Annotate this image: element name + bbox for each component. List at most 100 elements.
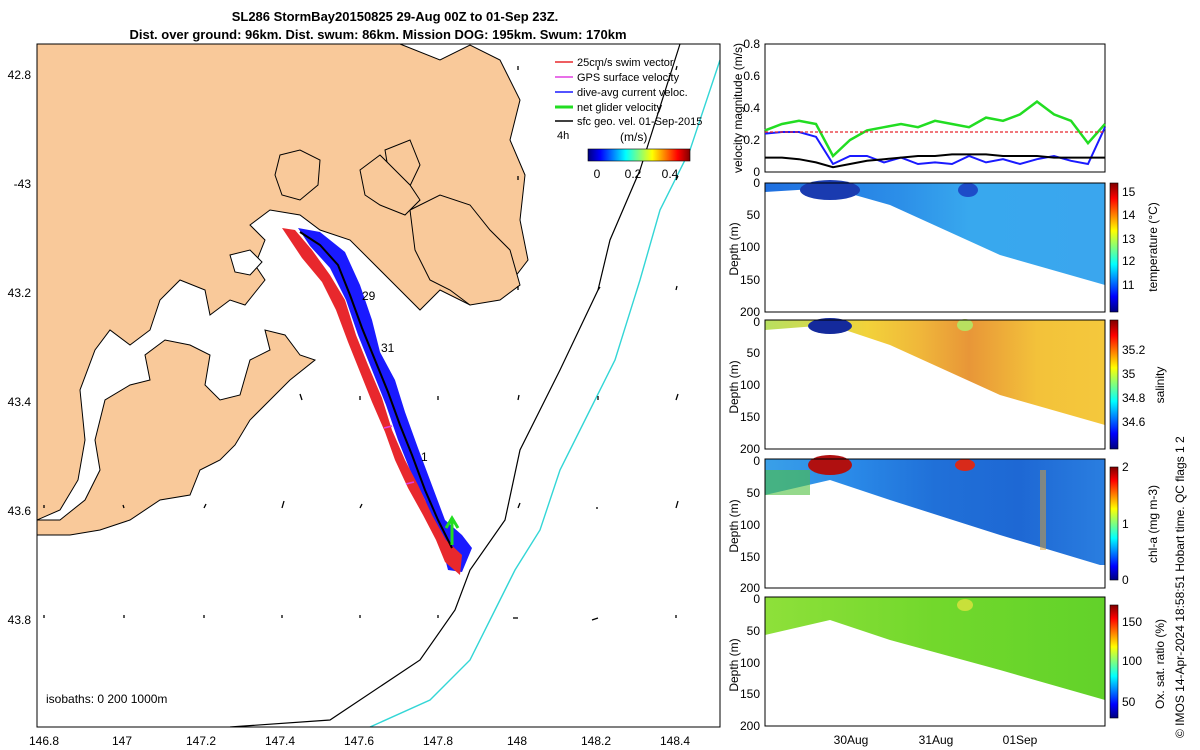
swim-vector-band bbox=[282, 228, 462, 575]
time-tick: 31Aug bbox=[919, 733, 954, 747]
oxygen-colorbar bbox=[1109, 604, 1119, 719]
gps-velocity-marker-1 bbox=[383, 425, 393, 429]
land-peninsula bbox=[37, 329, 317, 536]
colorbar-tick: 0.2 bbox=[625, 167, 642, 181]
oxygen-colorbar-label: Ox. sat. ratio (%) bbox=[1153, 619, 1167, 709]
sal-ctick: 34.8 bbox=[1122, 391, 1146, 405]
temperature-colorbar bbox=[1109, 182, 1119, 313]
isobaths-label: isobaths: 0 200 1000m bbox=[46, 692, 167, 706]
velocity-series-line bbox=[764, 100, 1106, 159]
depth-tick: 100 bbox=[740, 378, 760, 392]
depth-tick: 200 bbox=[740, 305, 760, 319]
chl-green-patch bbox=[765, 470, 810, 495]
chl-ctick: 1 bbox=[1122, 517, 1129, 531]
chart-title: SL286 StormBay20150825 29-Aug 00Z to 01-… bbox=[232, 9, 559, 24]
depth-tick: 50 bbox=[747, 486, 761, 500]
day-label-1: 1 bbox=[421, 450, 428, 464]
temp-ctick: 13 bbox=[1122, 232, 1136, 246]
chl-ctick: 0 bbox=[1122, 573, 1129, 587]
map-content bbox=[37, 44, 720, 727]
depth-tick: 150 bbox=[740, 687, 760, 701]
velocity-panel: 0.8 0.6 0.4 0.2 0 velocity magnitude (m/… bbox=[731, 37, 1106, 179]
lat-tick-label: 43.8 bbox=[8, 613, 32, 627]
depth-tick: 200 bbox=[740, 442, 760, 456]
land-cove bbox=[229, 249, 263, 276]
chl-colorbar bbox=[1109, 466, 1119, 581]
temp-ctick: 11 bbox=[1122, 278, 1135, 292]
sal-ctick: 34.6 bbox=[1122, 415, 1146, 429]
vel-ytick: 0.4 bbox=[743, 101, 760, 115]
glider-track bbox=[299, 231, 453, 549]
ox-ylabel: Depth (m) bbox=[727, 638, 741, 691]
dive-avg-current-band bbox=[298, 228, 472, 572]
ox-ctick: 150 bbox=[1122, 615, 1142, 629]
colorbar-unit-label: (m/s) bbox=[620, 130, 647, 144]
depth-tick: 100 bbox=[740, 240, 760, 254]
chlorophyll-panel: 0 1 2 chl-a (mg m-3) bbox=[764, 455, 1160, 589]
depth-tick: 150 bbox=[740, 550, 760, 564]
legend-label-swim: 25cm/s swim vector bbox=[577, 57, 674, 69]
net-glider-velocity-arrow bbox=[444, 515, 460, 545]
isobath-200m bbox=[229, 44, 681, 727]
legend-label-net: net glider velocity bbox=[577, 102, 662, 114]
lon-tick-label: 147.8 bbox=[423, 734, 453, 748]
temp-cold-patch bbox=[958, 183, 978, 197]
map-legend: 25cm/s swim vector GPS surface velocity … bbox=[555, 57, 702, 181]
lon-tick-label: 147.4 bbox=[265, 734, 295, 748]
salinity-colorbar-label: salinity bbox=[1153, 367, 1167, 404]
sal-ylabel: Depth (m) bbox=[727, 360, 741, 413]
time-tick: 30Aug bbox=[834, 733, 869, 747]
day-label-31: 31 bbox=[381, 341, 395, 355]
land-tasman bbox=[359, 154, 421, 216]
chl-high-patch bbox=[808, 455, 852, 475]
colorbar-tick: 0 bbox=[594, 167, 601, 181]
legend-extra-4h: 4h bbox=[557, 130, 569, 142]
ox-ctick: 100 bbox=[1122, 654, 1142, 668]
depth-tick: 50 bbox=[747, 346, 761, 360]
chl-colorbar-label: chl-a (mg m-3) bbox=[1146, 485, 1160, 563]
lat-tick-label: 43.4 bbox=[8, 395, 32, 409]
velocity-lines bbox=[764, 100, 1106, 169]
isobath-1000m bbox=[369, 59, 720, 727]
chl-ylabel: Depth (m) bbox=[727, 499, 741, 552]
land-bruny-a bbox=[274, 149, 321, 201]
temp-cold-patch bbox=[800, 180, 860, 200]
depth-tick: 100 bbox=[740, 656, 760, 670]
temp-ctick: 12 bbox=[1122, 254, 1136, 268]
chl-streak bbox=[1040, 470, 1046, 550]
chl-high-patch bbox=[955, 459, 975, 471]
chl-ctick: 2 bbox=[1122, 460, 1129, 474]
depth-tick: 50 bbox=[747, 208, 761, 222]
oxygen-panel: 50 100 150 Ox. sat. ratio (%) bbox=[764, 596, 1167, 727]
ox-patch bbox=[957, 599, 973, 611]
legend-label-sfc: sfc geo. vel. 01-Sep-2015 bbox=[577, 116, 702, 128]
depth-tick: 200 bbox=[740, 581, 760, 595]
lon-tick-label: 147.2 bbox=[186, 734, 216, 748]
depth-tick: 0 bbox=[753, 315, 760, 329]
time-axis: 30Aug 31Aug 01Sep bbox=[834, 733, 1038, 747]
sfc-geo-arrows bbox=[43, 65, 679, 621]
temp-ctick: 15 bbox=[1122, 185, 1136, 199]
lon-tick-label: 147 bbox=[112, 734, 132, 748]
imos-credit: © IMOS 14-Apr-2024 18:58:51 Hobart time.… bbox=[1173, 436, 1187, 738]
lat-tick-label: -43 bbox=[14, 177, 32, 191]
lat-tick-label: 42.8 bbox=[8, 68, 32, 82]
time-tick: 01Sep bbox=[1003, 733, 1038, 747]
gps-velocity-marker-2 bbox=[405, 481, 415, 485]
lon-tick-label: 147.6 bbox=[344, 734, 374, 748]
vel-ytick: 0 bbox=[753, 165, 760, 179]
lon-tick-label: 148.2 bbox=[581, 734, 611, 748]
lon-tick-label: 148 bbox=[507, 734, 527, 748]
temp-ctick: 14 bbox=[1122, 208, 1136, 222]
sal-ctick: 35 bbox=[1122, 367, 1136, 381]
salinity-colorbar bbox=[1109, 319, 1119, 450]
sal-ctick: 35.2 bbox=[1122, 343, 1146, 357]
map-panel: 29 31 1 42.8 -43 43.2 43.4 43.6 43.8 146… bbox=[8, 43, 721, 748]
velocity-series-line bbox=[765, 153, 1105, 169]
day-label-29: 29 bbox=[362, 289, 376, 303]
temp-colorbar-label: temperature (°C) bbox=[1146, 202, 1160, 292]
depth-tick: 0 bbox=[753, 176, 760, 190]
lon-tick-label: 148.4 bbox=[660, 734, 690, 748]
vel-ytick: 0.6 bbox=[743, 69, 760, 83]
